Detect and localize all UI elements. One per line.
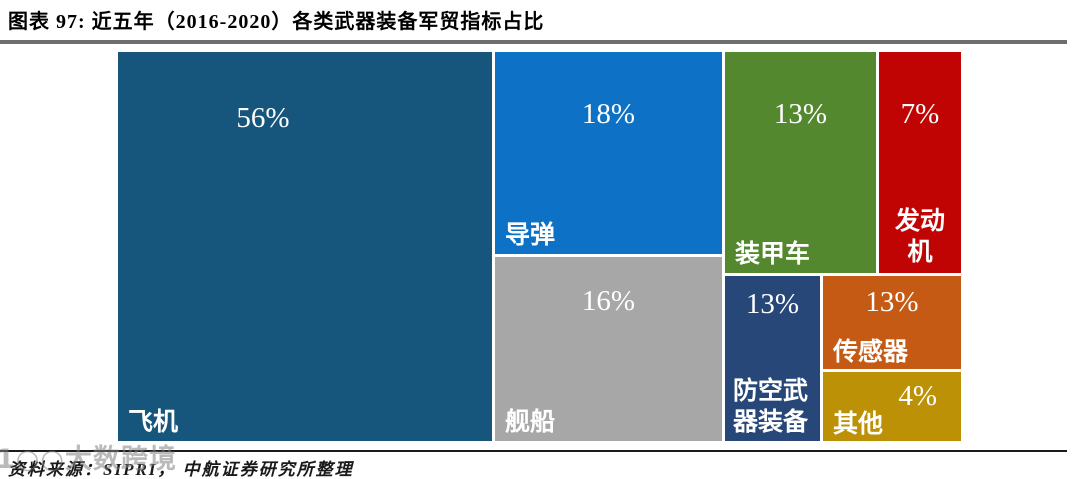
value-label: 18% (581, 98, 636, 130)
category-label: 舰船 (505, 406, 556, 436)
title-underline (0, 40, 1067, 44)
value-label: 13% (745, 288, 800, 320)
category-label: 装甲车 (735, 238, 811, 268)
category-label: 导弹 (505, 219, 556, 249)
category-label: 其他 (833, 408, 884, 438)
treemap-block-ship: 16% 舰船 (495, 257, 722, 441)
treemap-block-aircraft: 56% 飞机 (118, 52, 492, 441)
value-label: 4% (898, 380, 937, 412)
value-label: 13% (773, 98, 828, 130)
value-label: 13% (865, 286, 919, 318)
treemap-block-engine: 7% 发动机 (879, 52, 961, 273)
treemap-block-sensor: 13% 传感器 (823, 276, 961, 369)
value-label: 7% (900, 98, 940, 130)
value-label: 16% (581, 285, 636, 317)
footer-divider (0, 450, 1067, 452)
category-label: 发动机 (894, 205, 945, 266)
source-line: 资料来源：SIPRI， 中航证券研究所整理 (8, 460, 354, 479)
treemap-block-missile: 18% 导弹 (495, 52, 722, 254)
treemap-block-armored-vehicle: 13% 装甲车 (725, 52, 876, 273)
category-label: 飞机 (128, 406, 179, 436)
category-label: 防空武器装备 (733, 375, 809, 436)
value-label: 56% (236, 102, 290, 134)
chart-title: 图表 97: 近五年（2016-2020）各类武器装备军贸指标占比 (8, 11, 545, 33)
treemap-block-other: 4% 其他 (823, 372, 961, 441)
treemap-block-air-defense: 13% 防空武器装备 (725, 276, 820, 441)
category-label: 传感器 (833, 336, 909, 366)
